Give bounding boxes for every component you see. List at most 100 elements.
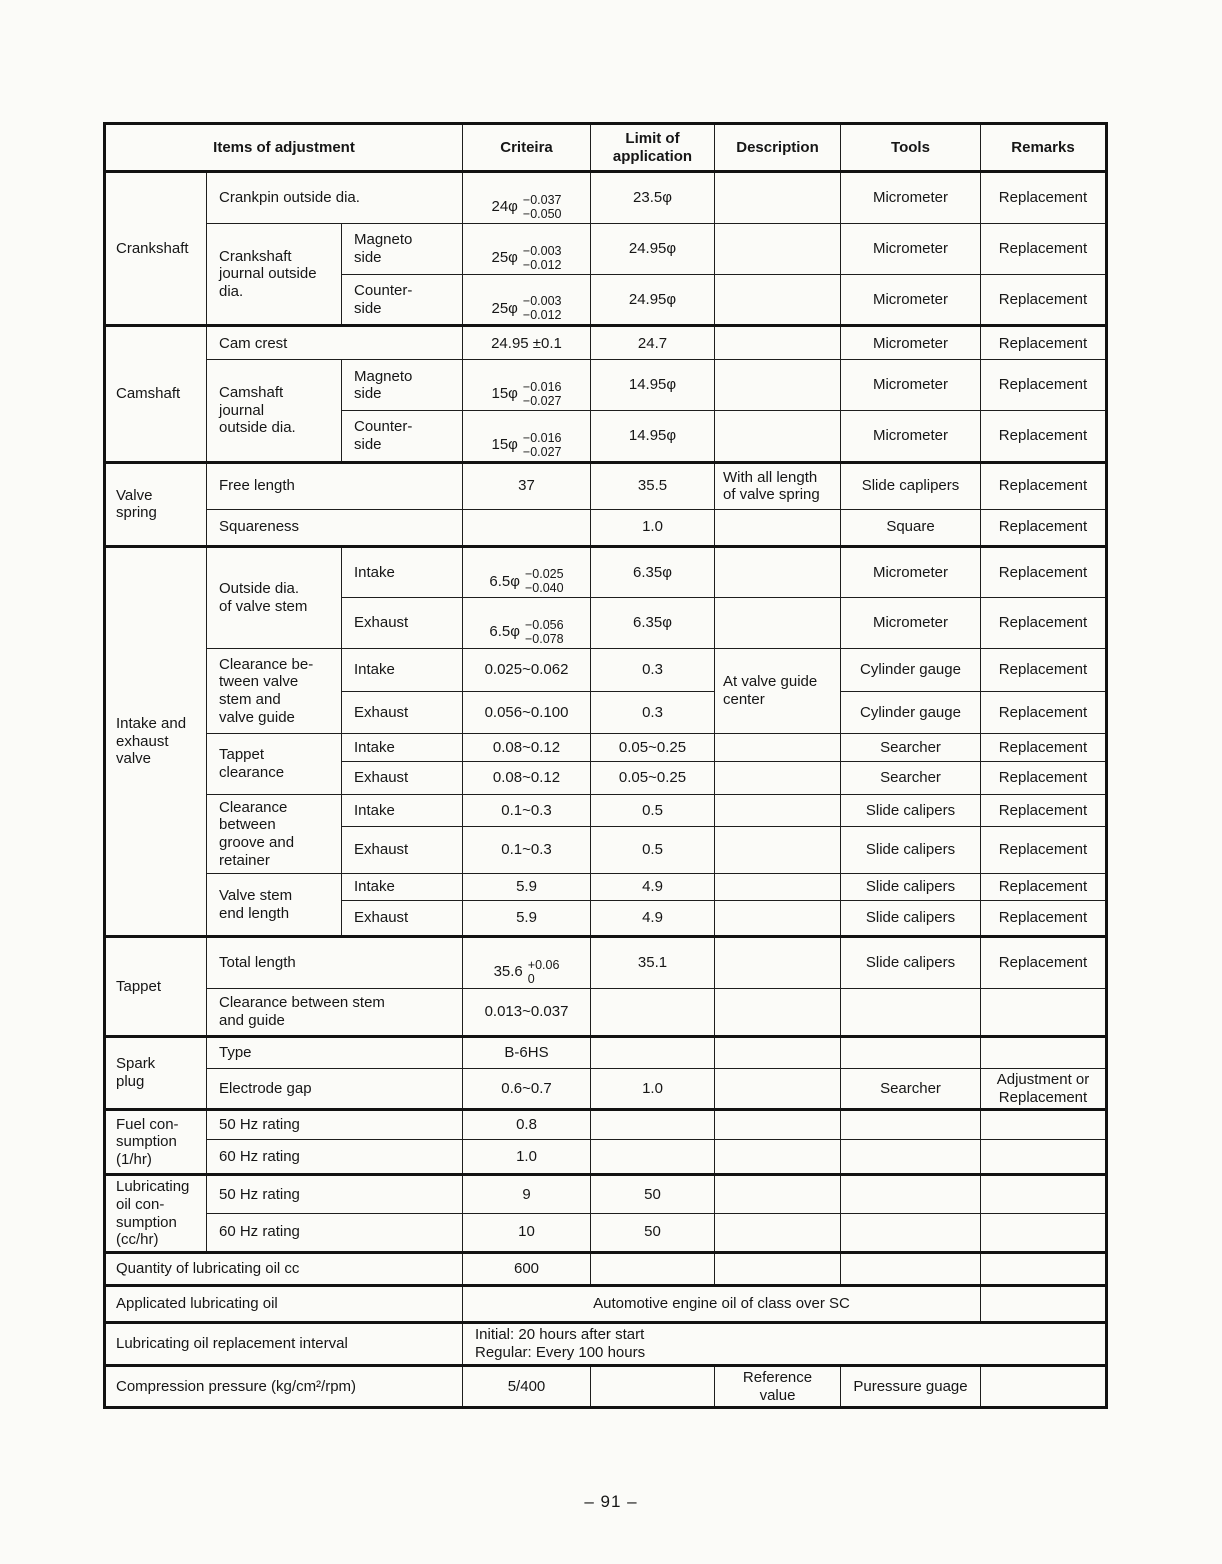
limit-cell: 14.95φ [590,359,715,412]
sub-item-cell: Exhaust [341,761,463,796]
description-cell [714,1212,841,1254]
table-row: Quantity of lubricating oil cc 600 [104,1251,1107,1287]
criteria-cell: 37 [462,461,591,510]
remarks-cell [980,1284,1107,1324]
sub-item-cell: Intake [341,733,463,763]
remarks-cell: Replacement [980,171,1107,224]
criteria-cell: 0.1~0.3 [462,826,591,875]
tools-cell: Slide calipers [840,900,981,939]
limit-cell: 50 [590,1174,715,1214]
tools-cell: Micrometer [840,273,981,328]
header-limit-of-application: Limit of application [590,123,715,173]
tolerance-lower: −0.012 [522,308,562,323]
criteria-cell: B-6HS [462,1035,591,1069]
table-row: Compression pressure (kg/cm²/rpm) 5/400 … [104,1364,1107,1409]
description-cell [714,987,841,1038]
limit-cell: 35.5 [590,461,715,510]
tolerance-lower: 0 [527,971,535,986]
remarks-cell: Adjustment or Replacement [980,1067,1107,1112]
group-cell-tappet: Tappet [104,936,207,1038]
limit-cell: 50 [590,1212,715,1254]
group-cell-lubricating-oil-consumption: Lubricating oil con- sumption (cc/hr) [104,1174,207,1254]
item-cell: 60 Hz rating [206,1139,463,1177]
table-row: Exhaust 0.056~0.100 0.3 Cylinder gauge R… [105,691,1107,735]
table-row: Intake and exhaust valve Outside dia. of… [104,545,1107,939]
remarks-cell: Replacement [980,794,1107,828]
item-cell: Compression pressure (kg/cm²/rpm) [104,1364,463,1409]
tools-cell: Searcher [840,761,981,796]
remarks-cell: Replacement [980,691,1107,735]
remarks-cell [980,987,1107,1038]
criteria-cell: 15φ −0.016 −0.027 [462,410,591,464]
tools-cell: Searcher [840,1067,981,1112]
value-cell: Initial: 20 hours after start Regular: E… [462,1321,1107,1367]
description-cell [714,1109,841,1141]
remarks-cell: Replacement [980,733,1107,763]
table-header-row: Items of adjustment Criteira Limit of ap… [104,123,1107,173]
criteria-cell: 0.1~0.3 [462,794,591,828]
group-cell-spark-plug: Spark plug [104,1035,207,1112]
remarks-cell: Replacement [980,761,1107,796]
item-cell: 50 Hz rating [206,1174,463,1214]
limit-cell: 0.5 [590,826,715,875]
criteria-cell: 15φ −0.016 −0.027 [462,359,591,412]
criteria-cell [462,508,591,548]
table-row: Camshaft journal outside dia. Magneto si… [105,359,1107,464]
group-cell-valve-spring: Valve spring [104,461,207,548]
table-row: Valve stem end length Intake 5.9 4.9 Sli… [105,873,1107,939]
item-cell: Camshaft journal outside dia. [206,359,342,464]
limit-cell: 24.95φ [590,273,715,328]
tolerance-upper: −0.003 [522,243,562,258]
item-cell: Clearance be- tween valve stem and valve… [206,648,342,735]
table-row: Crankshaft journal outside dia. Magneto … [105,222,1107,328]
limit-cell: 0.05~0.25 [590,761,715,796]
table-row: Tappet clearance Intake 0.08~0.12 0.05~0… [105,733,1107,796]
description-cell [714,1067,841,1112]
tools-cell: Slide calipers [840,826,981,875]
remarks-cell [980,1212,1107,1254]
item-cell: Total length [206,936,463,989]
tolerance-upper: +0.06 [527,957,560,972]
spec-table: Items of adjustment Criteira Limit of ap… [103,122,1108,1410]
criteria-base: 25φ [491,248,518,266]
item-cell: Crankshaft journal outside dia. [206,222,342,328]
table-row: Crankshaft Crankpin outside dia. 24φ −0.0… [104,170,1107,328]
limit-cell: 0.5 [590,794,715,828]
remarks-cell: Replacement [980,273,1107,328]
description-cell [714,325,841,361]
tolerance-lower: −0.027 [522,444,562,459]
description-cell [714,1251,841,1287]
sub-item-cell: Magneto side [341,223,463,275]
sub-item-cell: Intake [341,648,463,693]
tools-cell: Micrometer [840,410,981,464]
remarks-cell [980,1109,1107,1141]
item-cell: Cam crest [206,325,463,361]
criteria-cell: 6.5φ −0.025 −0.040 [462,545,591,599]
remarks-cell: Replacement [980,873,1107,902]
group-cell-crankshaft: Crankshaft [104,170,207,328]
tools-cell: Slide calipers [840,794,981,828]
description-cell: With all length of valve spring [714,461,841,510]
tools-cell: Cylinder gauge [840,691,981,735]
criteria-cell: 0.025~0.062 [462,648,591,693]
limit-cell: 23.5φ [590,171,715,224]
description-cell [714,1139,841,1177]
criteria-cell: 6.5φ −0.056 −0.078 [462,597,591,650]
table-row: Applicated lubricating oil Automotive en… [104,1284,1107,1324]
sub-item-cell: Magneto side [341,359,463,412]
tolerance-upper: −0.037 [522,192,562,207]
criteria-base: 6.5φ [489,572,520,590]
group-cell-fuel-consumption: Fuel con- sumption (1/hr) [104,1109,207,1177]
tools-cell [840,1139,981,1177]
sub-item-cell: Exhaust [341,597,463,650]
description-cell [714,597,841,650]
table-row: Lubricating oil con- sumption (cc/hr) 50… [104,1174,1107,1254]
remarks-cell: Replacement [980,597,1107,650]
table-row: Clearance between stem and guide 0.013~0… [105,987,1107,1038]
remarks-cell [980,1139,1107,1177]
sub-item-cell: Exhaust [341,826,463,875]
item-cell: Free length [206,461,463,510]
criteria-base: 24φ [491,198,518,215]
criteria-cell: 5/400 [462,1364,591,1409]
table-row: Exhaust 5.9 4.9 Slide calipers Replaceme… [105,900,1107,939]
